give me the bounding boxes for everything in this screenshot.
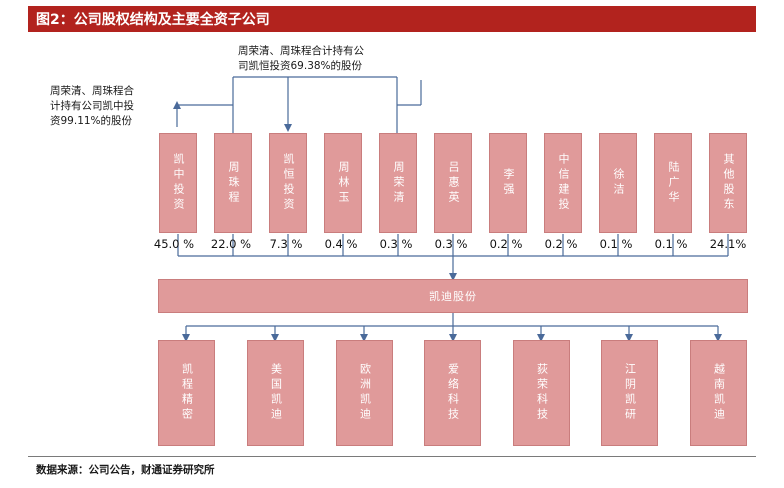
shareholder-name: 吕惠英 [447, 160, 460, 206]
subsidiary-box: 江阴凯研 [601, 340, 658, 446]
ownership-percent: 0.1 % [654, 237, 688, 251]
subsidiary-box: 美国凯迪 [247, 340, 304, 446]
shareholder-box: 中信建投 [544, 133, 582, 233]
figure-title-bar: 图2：公司股权结构及主要全资子公司 [28, 6, 756, 32]
shareholder-box: 周林玉 [324, 133, 362, 233]
subsidiary-name: 江阴凯研 [623, 363, 637, 423]
ownership-percent: 0.2 % [489, 237, 523, 251]
kaiheng-note: 周荣清、周珠程合计持有公 司凯恒投资69.38%的股份 [238, 45, 364, 72]
shareholder-box: 凯中投资 [159, 133, 197, 233]
shareholder-box: 陆广华 [654, 133, 692, 233]
shareholder-name: 陆广华 [667, 160, 680, 206]
subsidiary-name: 爱络科技 [446, 363, 460, 423]
subsidiary-box: 荻荣科技 [513, 340, 570, 446]
shareholder-name: 周荣清 [392, 160, 405, 206]
shareholder-name: 其他股东 [722, 153, 735, 213]
shareholder-name: 徐洁 [612, 168, 625, 198]
subsidiary-name: 美国凯迪 [269, 363, 283, 423]
shareholder-box: 李强 [489, 133, 527, 233]
shareholder-box: 凯恒投资 [269, 133, 307, 233]
shareholder-name: 中信建投 [557, 153, 570, 213]
footer-divider [28, 456, 756, 457]
subsidiary-name: 凯程精密 [180, 363, 194, 423]
shareholder-name: 李强 [502, 168, 515, 198]
shareholder-box: 吕惠英 [434, 133, 472, 233]
ownership-percent: 0.2 % [544, 237, 578, 251]
subsidiary-name: 越南凯迪 [712, 363, 726, 423]
shareholder-box: 其他股东 [709, 133, 747, 233]
ownership-percent: 0.3 % [434, 237, 468, 251]
shareholder-box: 周珠程 [214, 133, 252, 233]
shareholder-box: 周荣清 [379, 133, 417, 233]
ownership-percent: 0.3 % [379, 237, 413, 251]
company-box: 凯迪股份 [158, 279, 748, 313]
subsidiary-box: 越南凯迪 [690, 340, 747, 446]
shareholder-box: 徐洁 [599, 133, 637, 233]
subsidiary-box: 欧洲凯迪 [336, 340, 393, 446]
ownership-percent: 22.0 % [210, 237, 252, 251]
ownership-percent: 7.3 % [269, 237, 303, 251]
subsidiary-name: 欧洲凯迪 [358, 363, 372, 423]
subsidiary-box: 爱络科技 [424, 340, 481, 446]
subsidiary-box: 凯程精密 [158, 340, 215, 446]
figure-title: 图2：公司股权结构及主要全资子公司 [36, 12, 270, 28]
ownership-percent: 24.1% [709, 237, 747, 251]
ownership-percent: 45.0 % [153, 237, 195, 251]
ownership-percent: 0.1 % [599, 237, 633, 251]
company-name: 凯迪股份 [429, 290, 477, 303]
ownership-percent: 0.4 % [324, 237, 358, 251]
shareholder-name: 周林玉 [337, 160, 350, 206]
kaizhong-note: 周荣清、周珠程合 计持有公司凯中投 资99.11%的股份 [50, 85, 134, 127]
subsidiary-name: 荻荣科技 [535, 363, 549, 423]
source-note: 数据来源：公司公告，财通证券研究所 [36, 464, 215, 476]
shareholder-name: 凯恒投资 [282, 153, 295, 213]
shareholder-name: 周珠程 [227, 160, 240, 206]
shareholder-name: 凯中投资 [172, 153, 185, 213]
